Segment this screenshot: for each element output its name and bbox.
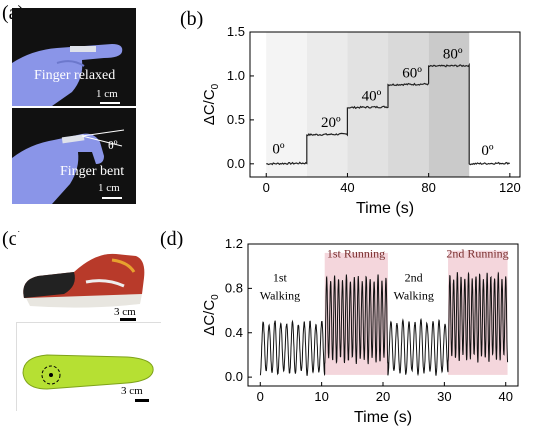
y-tick-label-3: 1.2 (225, 236, 243, 251)
scale-bar-label-c1: 3 cm (114, 306, 136, 318)
x-tick-label-0: 0 (263, 180, 270, 195)
segment-label-0-line1: 1st (273, 271, 288, 285)
segment-label-0-line2: Walking (260, 288, 300, 302)
x-axis-label: Time (s) (356, 200, 414, 217)
y-axis-label: ΔC/C0 (201, 294, 221, 336)
shaded-region-3 (388, 32, 429, 177)
finger-relaxed-photo: Finger relaxed 1 cm (12, 8, 136, 106)
series-line (266, 62, 511, 166)
x-tick-label-3: 30 (437, 389, 451, 404)
scale-bar-c1 (120, 318, 136, 321)
x-tick-label-1: 40 (340, 180, 354, 195)
scale-bar-label-c2: 3 cm (121, 385, 143, 397)
chart-b-angle-steps: 0º 20º 40º 60º 80º 0º 0 40 80 120 0.0 0.5 1.0 1.5 Time… (201, 24, 521, 217)
angle-label: θº (108, 138, 118, 152)
y-axis-label: ΔC/C0 (201, 83, 221, 125)
glove-relaxed-drawing (12, 44, 123, 106)
insole-drawing (22, 354, 154, 390)
y-tick-label-2: 0.8 (225, 280, 243, 295)
step-label-5: 0º (481, 143, 494, 159)
y-tick-label-1: 0.4 (225, 325, 243, 340)
series-line (259, 271, 509, 377)
shaded-region-4 (428, 32, 470, 177)
step-label-1: 20º (321, 115, 341, 131)
finger-bent-photo: θº Finger bent 1 cm (12, 108, 136, 204)
x-tick-label-0: 0 (257, 389, 264, 404)
x-tick-label-1: 10 (314, 389, 328, 404)
shoe-drawing (23, 253, 145, 308)
x-tick-label-2: 80 (421, 180, 435, 195)
x-tick-label-4: 40 (498, 389, 512, 404)
finger-relaxed-label: Finger relaxed (34, 68, 116, 83)
shaded-region-0 (266, 32, 307, 177)
segment-label-1: 1st Running (327, 246, 385, 260)
scale-bar-a1 (100, 102, 120, 104)
step-label-2: 40º (362, 89, 382, 105)
glove-bent-drawing (12, 129, 125, 204)
y-tick-label-0: 0.0 (225, 369, 243, 384)
step-label-4: 80º (443, 46, 463, 62)
x-axis-label: Time (s) (354, 409, 412, 426)
shoe-photo: 3 cm (16, 232, 156, 321)
y-tick-label-3: 1.5 (227, 24, 245, 39)
insole-photo: 3 cm (16, 322, 161, 411)
shaded-region-1 (306, 32, 348, 177)
shaded-region-2 (347, 32, 389, 177)
scale-bar-c2 (135, 399, 149, 402)
step-label-0: 0º (272, 141, 285, 157)
y-tick-label-1: 0.5 (227, 112, 245, 127)
y-tick-label-0: 0.0 (227, 156, 245, 171)
panel-label-b: (b) (180, 8, 204, 30)
chart-d-gait-signal: 1st Walking 1st Running 2nd Walking 2nd Runni… (201, 236, 519, 426)
segment-label-2-line1: 2nd (405, 271, 423, 285)
scale-bar-label-a2: 1 cm (98, 182, 120, 194)
plot-frame (249, 31, 521, 178)
panel-label-d: (d) (160, 228, 184, 250)
step-label-3: 60º (402, 66, 422, 82)
x-tick-label-3: 120 (499, 180, 521, 195)
segment-label-2-line2: Walking (394, 288, 434, 302)
scale-bar-label-a1: 1 cm (96, 88, 118, 100)
y-tick-label-2: 1.0 (227, 68, 245, 83)
scale-bar-a2 (102, 197, 122, 199)
x-tick-label-2: 20 (376, 389, 390, 404)
finger-bent-label: Finger bent (60, 164, 125, 179)
segment-label-3: 2nd Running (446, 246, 508, 260)
